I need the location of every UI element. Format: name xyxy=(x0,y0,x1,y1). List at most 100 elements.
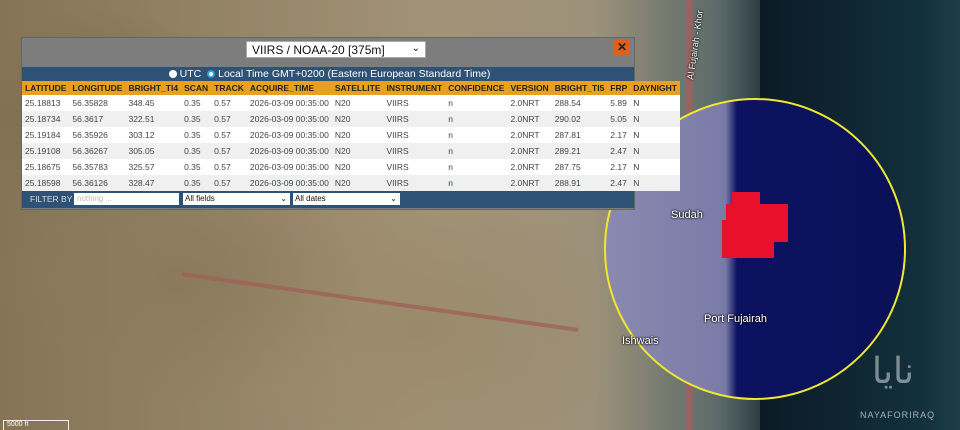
dataset-select[interactable]: VIIRS / NOAA-20 [375m] ⌄ xyxy=(246,41,426,58)
table-cell: 0.57 xyxy=(211,111,247,127)
table-cell: N xyxy=(633,162,640,172)
table-cell: 2.0NRT xyxy=(510,162,540,172)
table-cell: 0.35 xyxy=(181,143,212,159)
table-cell: n xyxy=(445,111,508,127)
local-time-radio[interactable] xyxy=(207,70,216,78)
dates-select[interactable]: All dates ⌄ xyxy=(293,193,400,205)
table-cell: 289.21 xyxy=(551,143,608,159)
column-header[interactable]: LATITUDE xyxy=(22,81,70,95)
table-cell: 56.36126 xyxy=(69,175,126,191)
table-cell: 2026-03-09 00:35:00 xyxy=(246,143,332,159)
scale-bar: 5000 ft xyxy=(3,420,69,430)
table-cell: n xyxy=(448,130,453,140)
table-cell: 328.47 xyxy=(125,175,182,191)
table-cell: 0.35 xyxy=(181,111,212,127)
map-label-sudah: Sudah xyxy=(671,209,703,221)
table-cell: VIIRS xyxy=(386,162,409,172)
table-cell: N xyxy=(630,111,680,127)
table-row[interactable]: 25.19108 56.36267 305.05 0.35 0.57 2026-03-09… xyxy=(22,143,680,159)
table-cell: 25.19184 xyxy=(25,130,61,140)
column-header[interactable]: VERSION xyxy=(507,81,552,95)
table-row[interactable]: 25.18734 56.3617 322.51 0.35 0.57 2026-03-09 … xyxy=(22,111,680,127)
table-cell: N xyxy=(630,143,680,159)
table-cell: 25.18734 xyxy=(22,111,70,127)
table-cell: 303.12 xyxy=(128,130,155,140)
dataset-select-value: VIIRS / NOAA-20 [375m] xyxy=(252,43,385,57)
table-cell: VIIRS xyxy=(386,130,409,140)
column-header[interactable]: SATELLITE xyxy=(331,81,384,95)
table-cell: 0.57 xyxy=(214,130,231,140)
column-header[interactable]: SCAN xyxy=(181,81,212,95)
fire-data-panel: VIIRS / NOAA-20 [375m] ⌄ ✕ UTC Local Time… xyxy=(21,37,680,210)
fields-select[interactable]: All fields ⌄ xyxy=(183,193,290,205)
table-cell: n xyxy=(448,162,453,172)
column-header[interactable]: BRIGHT_TI4 xyxy=(125,81,182,95)
column-header[interactable]: BRIGHT_TI5 xyxy=(551,81,608,95)
filter-bar: FILTER BY nothing ... All fields ⌄ All da… xyxy=(22,191,634,208)
column-header[interactable]: DAYNIGHT xyxy=(630,81,680,95)
map-label-port-fujairah: Port Fujairah xyxy=(704,313,767,325)
table-cell: 0.57 xyxy=(214,162,231,172)
table-cell: 325.57 xyxy=(128,162,155,172)
table-cell: 0.35 xyxy=(184,162,201,172)
table-cell: 322.51 xyxy=(125,111,182,127)
table-cell: 56.35783 xyxy=(72,162,108,172)
table-cell: 2.47 xyxy=(607,143,631,159)
watermark-logo: ﻧﺎﻳﺎ xyxy=(872,350,914,391)
table-cell: 2.17 xyxy=(610,130,627,140)
table-cell: 2.0NRT xyxy=(507,175,552,191)
column-header[interactable]: TRACK xyxy=(211,81,247,95)
table-cell: n xyxy=(448,98,453,108)
table-cell: n xyxy=(445,175,508,191)
chevron-down-icon: ⌄ xyxy=(390,194,397,203)
table-cell: 288.91 xyxy=(551,175,608,191)
column-header[interactable]: INSTRUMENT xyxy=(383,81,446,95)
dates-select-value: All dates xyxy=(295,194,326,203)
table-cell: n xyxy=(445,143,508,159)
filter-input[interactable]: nothing ... xyxy=(74,193,179,205)
impact-circle xyxy=(604,98,906,400)
table-cell: 2.0NRT xyxy=(510,98,540,108)
time-mode-bar: UTC Local Time GMT+0200 (Eastern Europea… xyxy=(22,67,634,81)
table-cell: 0.35 xyxy=(181,175,212,191)
table-cell: 5.89 xyxy=(610,98,627,108)
table-cell: N20 xyxy=(334,162,351,172)
table-cell: N xyxy=(630,175,680,191)
watermark: NAYAFORIRAQ xyxy=(860,410,936,420)
table-cell: 2026-03-09 00:35:00 xyxy=(249,98,329,108)
table-cell: 2.0NRT xyxy=(510,130,540,140)
table-cell: 0.57 xyxy=(211,175,247,191)
close-button[interactable]: ✕ xyxy=(614,40,630,55)
table-cell: 287.81 xyxy=(554,130,581,140)
column-header[interactable]: FRP xyxy=(607,81,631,95)
table-cell: 348.45 xyxy=(128,98,155,108)
table-cell: 288.54 xyxy=(554,98,581,108)
table-cell: N20 xyxy=(331,175,384,191)
table-cell: 287.75 xyxy=(554,162,581,172)
filter-label: FILTER BY xyxy=(30,194,73,204)
table-row[interactable]: 25.19184 56.35926 303.12 0.35 0.57 2026-03-09… xyxy=(22,127,680,143)
table-cell: 305.05 xyxy=(125,143,182,159)
table-cell: 5.05 xyxy=(607,111,631,127)
table-row[interactable]: 25.18675 56.35783 325.57 0.35 0.57 2026-03-09… xyxy=(22,159,680,175)
utc-radio[interactable] xyxy=(168,70,177,78)
column-header[interactable]: LONGITUDE xyxy=(69,81,126,95)
table-cell: N20 xyxy=(334,98,351,108)
table-row[interactable]: 25.18813 56.35828 348.45 0.35 0.57 2026-03-09… xyxy=(22,95,680,111)
table-cell: 56.3617 xyxy=(69,111,126,127)
column-header[interactable]: CONFIDENCE xyxy=(445,81,508,95)
table-cell: VIIRS xyxy=(383,143,446,159)
table-cell: 2.0NRT xyxy=(507,111,552,127)
column-header[interactable]: ACQUIRE_TIME xyxy=(246,81,332,95)
table-row[interactable]: 25.18598 56.36126 328.47 0.35 0.57 2026-03-09… xyxy=(22,175,680,191)
table-cell: VIIRS xyxy=(386,98,409,108)
table-cell: VIIRS xyxy=(383,111,446,127)
table-cell: 2.0NRT xyxy=(507,143,552,159)
close-icon: ✕ xyxy=(616,40,628,54)
map-label-ishwais: Ishwais xyxy=(622,335,659,347)
table-cell: 25.18813 xyxy=(25,98,61,108)
chevron-down-icon: ⌄ xyxy=(411,43,420,54)
table-cell: 0.57 xyxy=(211,143,247,159)
table-cell: 56.36267 xyxy=(69,143,126,159)
table-cell: 56.35926 xyxy=(72,130,108,140)
